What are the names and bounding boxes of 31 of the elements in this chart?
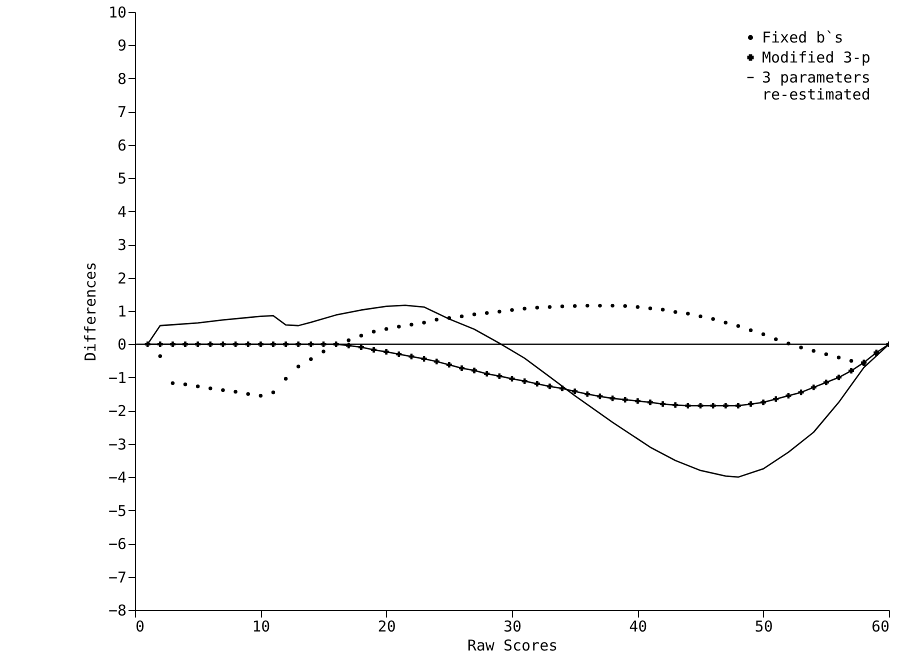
y-tick-label: 2 bbox=[117, 269, 126, 288]
y-tick-label: −3 bbox=[108, 435, 126, 454]
x-tick-label: 0 bbox=[136, 618, 145, 636]
y-axis-title: Differences bbox=[81, 262, 100, 362]
y-tick-label: −5 bbox=[108, 502, 126, 520]
x-axis-title: Raw Scores bbox=[467, 636, 558, 654]
x-tick-label: 40 bbox=[629, 618, 648, 636]
y-tick-label: 5 bbox=[117, 170, 126, 188]
y-tick-label: 8 bbox=[117, 70, 126, 88]
x-tick-label: 50 bbox=[754, 618, 773, 636]
legend-label: Modified 3-p bbox=[762, 48, 870, 66]
y-tick-label: 1 bbox=[117, 302, 126, 320]
y-tick-label: 10 bbox=[108, 4, 126, 22]
x-tick-label: 20 bbox=[378, 618, 396, 636]
y-tick-label: −2 bbox=[108, 402, 126, 420]
x-tick-label: 10 bbox=[252, 618, 270, 636]
legend-label: 3 parameters re-estimated bbox=[762, 68, 870, 104]
legend-label: Fixed b`s bbox=[762, 28, 844, 46]
y-tick-label: 7 bbox=[117, 103, 126, 122]
y-tick-label: 6 bbox=[117, 136, 126, 154]
y-tick-label: 4 bbox=[117, 202, 126, 221]
y-tick-label: −4 bbox=[108, 468, 126, 487]
y-tick-label: 9 bbox=[117, 36, 126, 55]
y-tick-label: −6 bbox=[108, 535, 126, 554]
x-tick-label: 30 bbox=[503, 618, 522, 636]
y-tick-label: 3 bbox=[117, 236, 126, 254]
y-tick-label: −7 bbox=[108, 568, 126, 586]
x-tick-label: 60 bbox=[871, 618, 890, 636]
y-tick-label: −1 bbox=[108, 368, 126, 387]
y-tick-label: 0 bbox=[117, 336, 126, 354]
y-tick-label: −8 bbox=[108, 602, 126, 620]
